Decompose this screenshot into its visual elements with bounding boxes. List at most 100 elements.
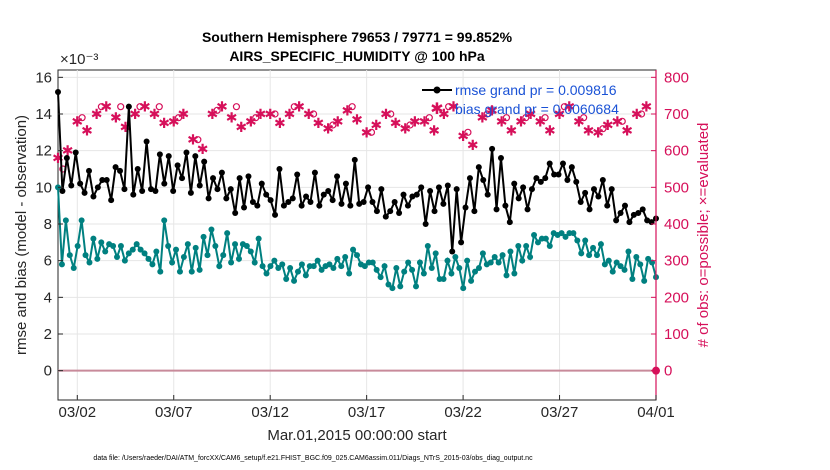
obs-evaluated-point: ✱ — [419, 113, 431, 129]
left-tick-label: 16 — [35, 69, 52, 86]
obs-evaluated-point: ✱ — [370, 117, 382, 133]
obs-possible-point — [560, 103, 568, 111]
bias-point — [243, 243, 250, 249]
rmse-point — [201, 158, 208, 165]
rmse-point — [94, 184, 101, 191]
bias-point — [546, 243, 553, 249]
bias-point — [275, 265, 282, 271]
right-tick-label: 800 — [664, 69, 689, 86]
obs-possible-point — [541, 114, 549, 122]
bias-point — [318, 266, 325, 273]
obs-possible-point — [136, 103, 144, 111]
bias-point — [180, 254, 187, 260]
bias-point — [298, 261, 305, 268]
rmse-point — [444, 182, 451, 189]
bias-point — [279, 261, 286, 268]
left-tick-label: 4 — [44, 289, 52, 306]
obs-evaluated-point: ✱ — [149, 106, 161, 122]
rmse-point — [489, 145, 496, 152]
obs-possible-point — [252, 114, 260, 122]
rmse-point — [542, 175, 549, 182]
obs-evaluated-point: ✱ — [477, 110, 489, 126]
obs-evaluated-point: ✱ — [612, 113, 624, 129]
bias-point — [460, 285, 467, 292]
bias-point — [590, 244, 597, 251]
obs-evaluated-point: ✱ — [361, 124, 373, 140]
obs-count-series: ✱✱✱✱✱✱✱✱✱✱✱✱✱✱✱✱✱✱✱✱✱✱✱✱✱✱✱✱✱✱✱✱✱✱✱✱✱✱✱✱… — [52, 99, 660, 375]
bias-point — [346, 270, 353, 277]
bias-point — [593, 252, 600, 259]
rmse-point — [183, 149, 190, 156]
rmse-point — [582, 189, 589, 196]
rmse-point — [351, 156, 358, 163]
obs-possible-point — [522, 114, 530, 122]
rmse-point — [435, 184, 442, 191]
obs-evaluated-point: ✱ — [631, 106, 643, 122]
rmse-point — [90, 193, 97, 200]
bias-point — [354, 252, 360, 259]
obs-possible-point — [117, 103, 125, 111]
rmse-point — [139, 188, 146, 194]
x-tick-label: 03/17 — [348, 404, 386, 421]
obs-evaluated-point: ✱ — [255, 106, 267, 122]
bias-point — [605, 257, 612, 264]
bias-point — [200, 233, 207, 240]
obs-possible-point — [406, 121, 414, 129]
rmse-point — [440, 200, 447, 207]
bias-point — [562, 233, 569, 240]
rmse-point — [520, 184, 527, 191]
chart-title: Southern Hemisphere 79653 / 79771 = 99.8… — [202, 29, 513, 45]
rmse-point — [528, 186, 535, 193]
rmse-point — [236, 175, 243, 182]
bias-point — [176, 268, 183, 275]
legend: rmse grand pr = 0.009816 ✱ bias grand pr… — [422, 82, 619, 118]
obs-evaluated-point: ✱ — [322, 121, 334, 137]
rmse-point — [68, 182, 75, 189]
bias-point — [224, 230, 231, 237]
bias-point — [98, 239, 105, 246]
rmse-point — [334, 173, 341, 180]
obs-evaluated-point: ✱ — [467, 137, 479, 153]
bias-point — [507, 248, 514, 255]
bias-point — [503, 272, 510, 279]
rmse-point — [179, 175, 186, 182]
rmse-point — [303, 193, 310, 200]
rmse-point — [289, 195, 296, 202]
rmse-point — [382, 213, 389, 220]
rmse-point — [449, 248, 456, 255]
bias-point — [310, 263, 317, 270]
rmse-point — [112, 164, 119, 171]
legend-bias-label: bias grand pr = 0.0060684 — [455, 101, 619, 117]
bias-point — [515, 243, 522, 249]
bias-point — [578, 250, 585, 257]
bias-point — [228, 259, 235, 266]
rmse-point — [187, 189, 194, 196]
bias-point — [157, 268, 164, 275]
bias-point — [149, 261, 156, 268]
obs-evaluated-point: ✱ — [71, 113, 83, 129]
rmse-point — [329, 197, 336, 204]
rmse-point — [621, 202, 628, 209]
x-tick-label: 04/01 — [637, 404, 675, 421]
obs-evaluated-point: ✱ — [110, 110, 122, 126]
left-tick-label: 2 — [44, 326, 52, 343]
bias-point — [582, 237, 589, 244]
obs-evaluated-point: ✱ — [428, 123, 440, 139]
bias-point — [326, 261, 333, 268]
bias-point — [235, 255, 242, 262]
bias-point — [212, 243, 219, 249]
rmse-point — [515, 195, 522, 202]
bias-point — [334, 255, 341, 262]
rmse-point — [431, 208, 438, 215]
rmse-point — [165, 153, 172, 160]
bias-point — [491, 254, 498, 260]
left-axis-ticks: 0 2 4 6 8 10 12 14 16 — [35, 69, 63, 380]
obs-possible-point — [618, 117, 626, 125]
obs-evaluated-point: ✱ — [158, 115, 170, 131]
bias-point — [141, 250, 148, 257]
rmse-point — [453, 186, 460, 193]
rmse-point — [427, 188, 434, 194]
rmse-point — [577, 199, 584, 205]
bias-point — [220, 252, 227, 259]
chart-subtitle: AIRS_SPECIFIC_HUMIDITY @ 100 hPa — [229, 48, 485, 64]
